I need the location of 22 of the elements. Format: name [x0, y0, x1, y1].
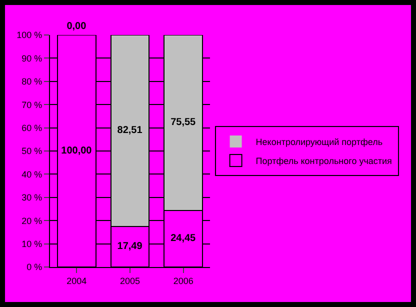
- data-label: 24,45: [170, 233, 196, 244]
- data-label: 0,00: [66, 21, 87, 32]
- y-tick-label: 20 %: [22, 216, 42, 226]
- y-tick-label: 0 %: [26, 262, 42, 272]
- y-tick-label: 40 %: [22, 169, 42, 180]
- data-label: 82,51: [117, 125, 143, 136]
- legend-label: Неконтролирующий портфель: [256, 137, 383, 148]
- data-label: 100,00: [61, 146, 92, 156]
- y-tick-label: 100 %: [16, 30, 42, 40]
- y-tick-label: 50 %: [22, 146, 42, 156]
- y-tick-label: 10 %: [22, 238, 42, 249]
- data-label: 17,49: [117, 241, 143, 252]
- y-tick-label: 70 %: [22, 100, 42, 110]
- y-tick-label: 80 %: [22, 76, 42, 87]
- x-tick-label: 2006: [173, 276, 194, 286]
- legend-label: Портфель контрольного участия: [256, 156, 392, 166]
- x-tick-label: 2004: [66, 276, 87, 286]
- y-tick-label: 60 %: [22, 122, 42, 133]
- y-tick-label: 30 %: [22, 192, 42, 203]
- data-label: 75,55: [170, 117, 196, 128]
- y-tick-label: 90 %: [22, 53, 42, 64]
- x-tick-label: 2005: [120, 276, 140, 286]
